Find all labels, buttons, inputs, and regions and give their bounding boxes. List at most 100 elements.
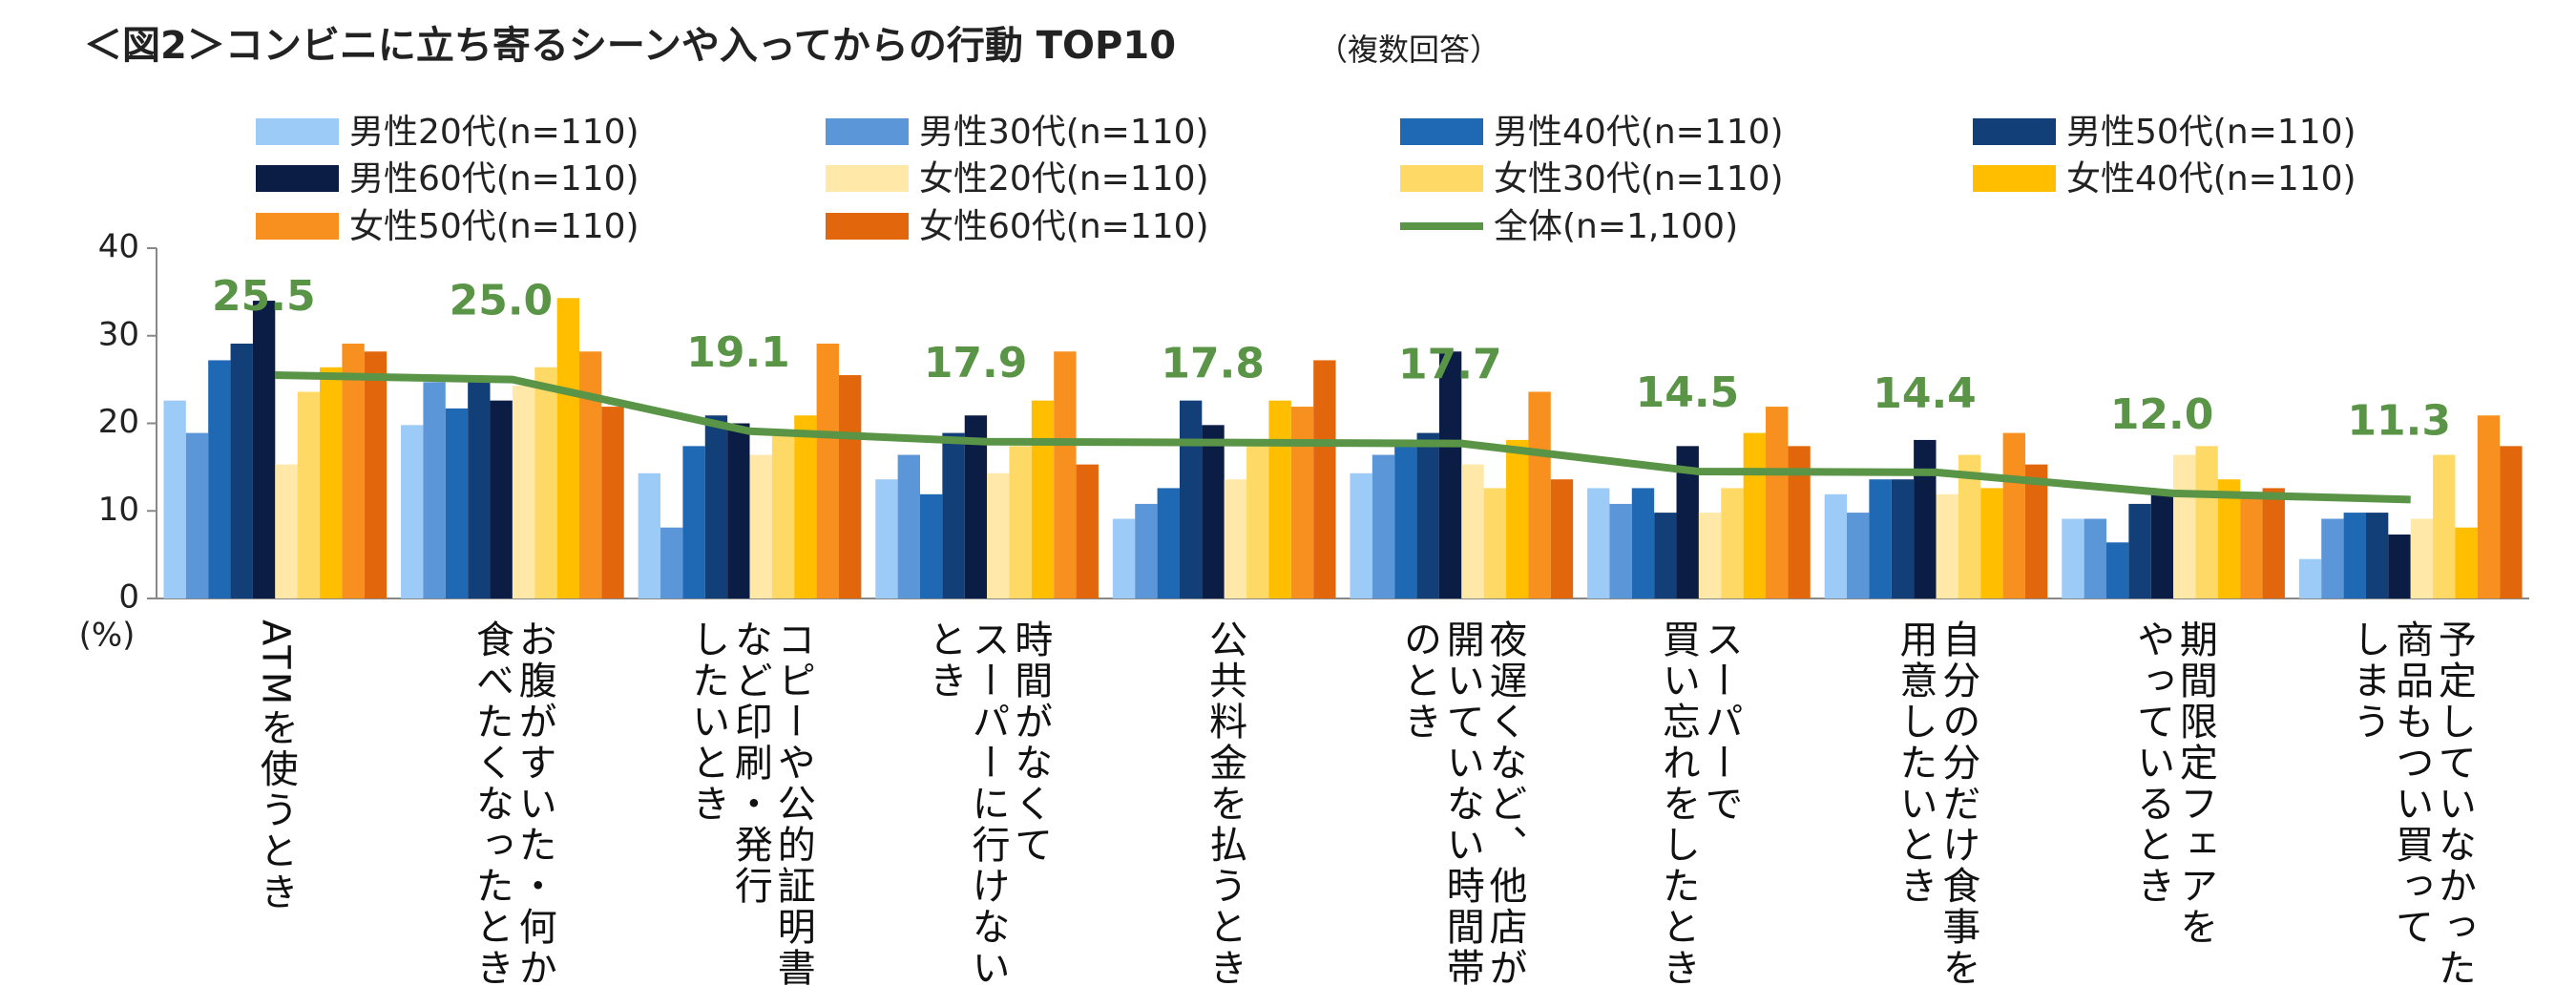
bar	[1268, 400, 1291, 598]
bar	[2343, 513, 2366, 598]
bar	[682, 446, 705, 598]
bar	[1936, 493, 1958, 598]
bar	[364, 351, 387, 598]
bar	[1372, 454, 1395, 598]
bar	[1246, 439, 1269, 598]
bar	[1676, 446, 1699, 598]
bar	[2195, 446, 2218, 598]
data-label: 25.0	[450, 277, 554, 325]
x-tick-label: 夜遅くなど、他店が 開いていない時間帯 のとき	[1396, 619, 1527, 989]
legend-swatch	[826, 118, 909, 145]
bar	[1416, 432, 1439, 598]
bar	[1054, 351, 1077, 598]
bar	[1766, 407, 1789, 598]
x-tick-label: 期間限定フェアを やっているとき	[2130, 619, 2217, 948]
bar	[1224, 479, 1247, 598]
bar	[1550, 479, 1574, 598]
bar	[2477, 415, 2501, 598]
legend-swatch	[256, 213, 339, 240]
bar	[579, 351, 602, 598]
y-tick-label: 20	[98, 403, 139, 441]
x-tick-label: コピーや公的証明書 など印刷・発行 したいとき	[685, 619, 815, 989]
bar	[1609, 503, 1632, 598]
x-tick-label: お腹がすいた・何か 食べたくなったとき	[469, 619, 556, 989]
bar	[2173, 454, 2196, 598]
bar	[1112, 518, 1136, 598]
bar	[275, 464, 298, 598]
data-label: 11.3	[2347, 396, 2451, 445]
y-axis-label: (%)	[79, 617, 136, 655]
legend-label: 男性60代(n=110)	[349, 159, 639, 199]
bar	[2262, 488, 2285, 598]
bar	[556, 298, 580, 598]
bar	[1528, 391, 1551, 598]
bar	[964, 415, 988, 598]
legend-label: 女性20代(n=110)	[919, 159, 1209, 199]
bar	[1891, 479, 1915, 598]
bar	[1587, 488, 1610, 598]
chart-title: ＜図2＞コンビニに立ち寄るシーンや入ってからの行動 TOP10	[84, 24, 1176, 68]
bar	[987, 472, 1010, 598]
y-tick-label: 10	[98, 491, 139, 529]
bar	[1157, 488, 1180, 598]
bar	[297, 391, 321, 598]
legend-swatch	[1973, 118, 2056, 145]
bar	[794, 415, 817, 598]
legend-swatch	[826, 165, 909, 192]
bar	[897, 454, 920, 598]
bar	[2217, 479, 2241, 598]
x-tick-label: ATMを使うとき	[253, 619, 298, 913]
bar	[660, 527, 683, 598]
bar	[423, 382, 446, 598]
legend-swatch	[256, 165, 339, 192]
y-tick-label: 30	[98, 315, 139, 353]
bar	[1179, 400, 1203, 598]
legend-label: 男性50代(n=110)	[2066, 113, 2356, 152]
bar	[704, 415, 728, 598]
bar	[1076, 464, 1099, 598]
bar	[1394, 439, 1417, 598]
x-tick-label: 時間がなくて スーパーに行けない とき	[922, 619, 1053, 989]
bar	[749, 454, 772, 598]
legend-label: 全体(n=1,100)	[1494, 207, 1738, 246]
bar	[2500, 446, 2523, 598]
bar	[185, 432, 209, 598]
bar	[230, 344, 253, 598]
legend-swatch	[1400, 118, 1483, 145]
bar	[252, 301, 276, 598]
bar	[919, 493, 943, 598]
y-tick-label: 0	[118, 578, 139, 617]
bar	[2024, 464, 2048, 598]
bar	[601, 407, 624, 598]
bar	[1031, 400, 1055, 598]
bar	[2388, 535, 2411, 598]
bar	[1461, 464, 1484, 598]
bar	[1654, 513, 1677, 598]
legend-swatch	[826, 213, 909, 240]
bar	[1721, 488, 1744, 598]
x-tick-label: 予定していなかった 商品もつい買って しまう	[2346, 619, 2476, 989]
bar	[445, 408, 469, 598]
bar	[2365, 513, 2389, 598]
legend-label: 女性60代(n=110)	[919, 207, 1209, 246]
legend-label: 男性30代(n=110)	[919, 113, 1209, 152]
bar	[1438, 351, 1462, 598]
legend-label: 女性40代(n=110)	[2066, 159, 2356, 199]
x-tick-label: 自分の分だけ食事を 用意したいとき	[1893, 619, 1980, 989]
bar	[1869, 479, 1892, 598]
bar	[838, 375, 862, 598]
legend-swatch	[256, 118, 339, 145]
x-tick-label: 公共料金を払うとき	[1203, 619, 1247, 989]
bar	[1290, 407, 1314, 598]
bar	[2150, 493, 2174, 598]
bar	[2321, 518, 2344, 598]
bar	[2240, 493, 2263, 598]
legend-swatch	[1400, 165, 1483, 192]
bar	[1980, 488, 2003, 598]
bar	[163, 400, 186, 598]
bar	[2455, 527, 2478, 598]
bar	[1847, 513, 1870, 598]
x-tick-label: スーパーで 買い忘れをしたとき	[1655, 619, 1743, 989]
